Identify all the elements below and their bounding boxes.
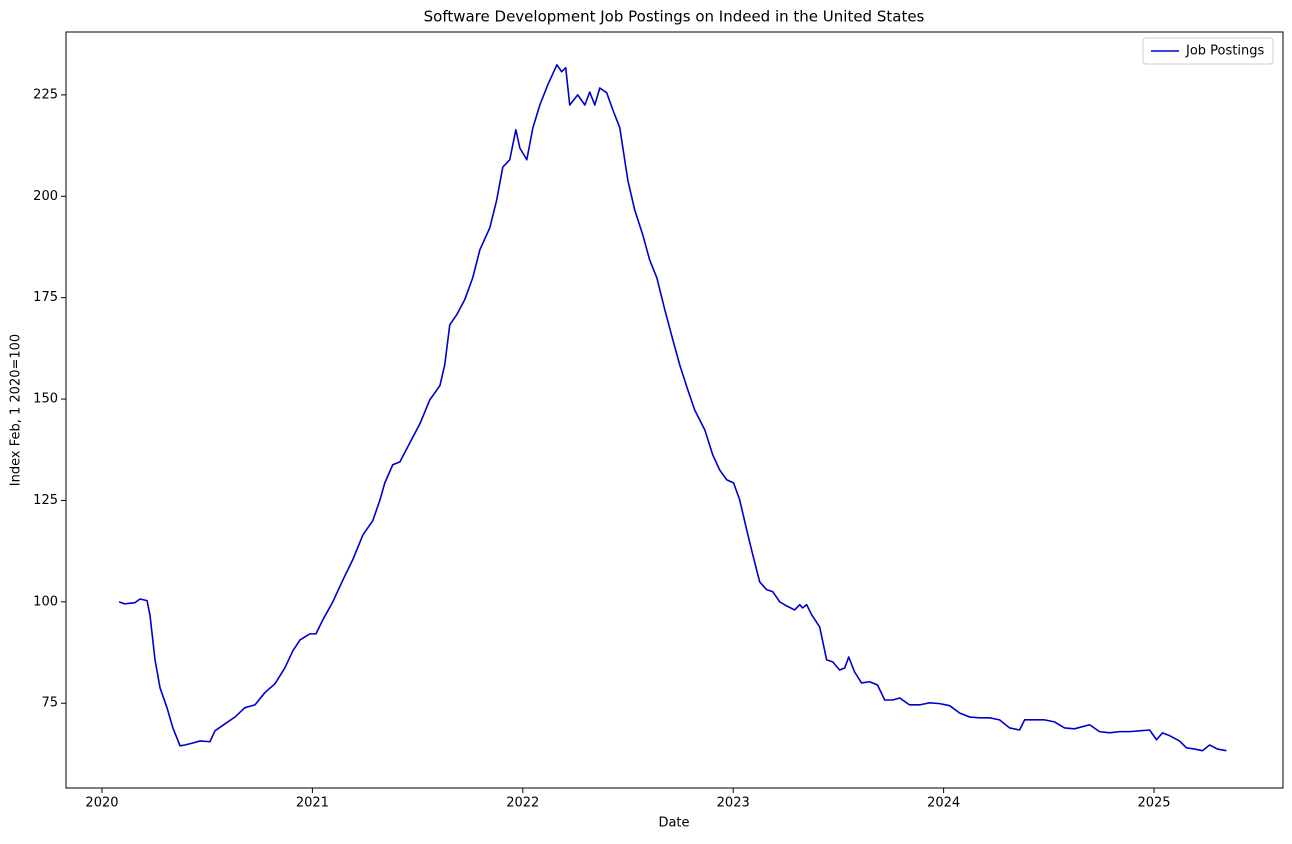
x-tick-label: 2021	[296, 796, 329, 811]
x-tick-label: 2022	[506, 796, 539, 811]
y-tick-label: 100	[33, 594, 58, 609]
plot-frame	[65, 31, 1284, 789]
x-tick-label: 2023	[717, 796, 750, 811]
y-tick-label: 150	[33, 392, 58, 407]
line-series	[118, 64, 1227, 752]
y-axis-label: Index Feb, 1 2020=100	[9, 334, 24, 486]
y-tick-label: 75	[41, 696, 58, 711]
y-tick-label: 200	[33, 189, 58, 204]
legend-box	[1142, 37, 1274, 65]
legend-label: Job Postings	[1185, 44, 1264, 59]
x-tick-label: 2020	[85, 796, 118, 811]
y-tick-label: 125	[33, 493, 58, 508]
y-tick-label: 175	[33, 290, 58, 305]
y-tick-label: 225	[33, 87, 58, 102]
x-tick-label: 2025	[1137, 796, 1170, 811]
chart-title: Software Development Job Postings on Ind…	[424, 8, 925, 26]
x-axis-label: Date	[658, 816, 689, 831]
x-tick-label: 2024	[927, 796, 960, 811]
